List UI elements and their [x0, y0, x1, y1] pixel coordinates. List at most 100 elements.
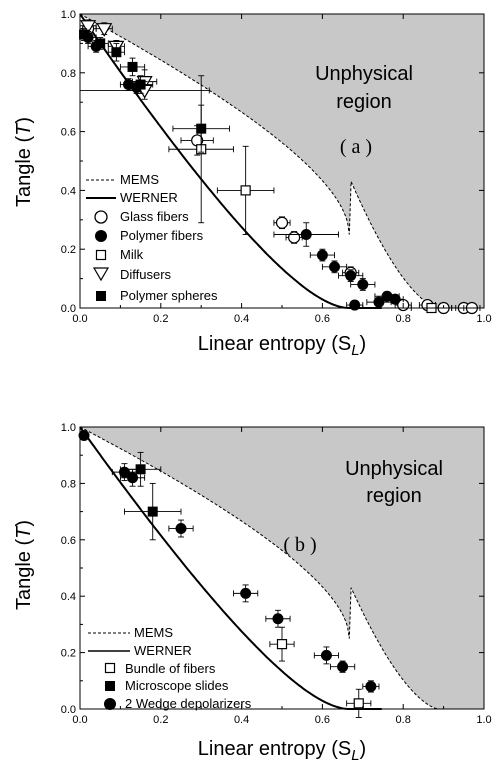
legend-glass-fibers-label: Glass fibers	[120, 209, 189, 224]
point-2-wedge-depolarizers	[233, 584, 259, 603]
y-tick-label: 0.4	[61, 591, 76, 603]
legend-werner-label-a: WERNER	[120, 190, 178, 205]
marker	[389, 293, 401, 305]
y-tick-label: 0.2	[61, 244, 76, 256]
y-axis-label-a: Tangle (T)	[13, 117, 35, 207]
marker	[80, 20, 97, 34]
marker	[329, 261, 341, 273]
marker	[79, 29, 90, 40]
marker	[135, 464, 146, 475]
legend-polymer-spheres-label: Polymer spheres	[120, 288, 218, 303]
legend-diffusers-label: Diffusers	[120, 267, 172, 282]
marker	[353, 698, 364, 709]
marker	[240, 185, 251, 196]
marker	[135, 79, 146, 90]
x-tick-label: 1.0	[476, 313, 491, 325]
data-points-b	[78, 429, 380, 718]
marker	[365, 680, 377, 692]
y-tick-label: 0.6	[61, 535, 76, 547]
x-tick-label: 0.0	[72, 313, 87, 325]
point-2-wedge-depolarizers	[119, 468, 146, 487]
point-2-wedge-depolarizers	[330, 660, 356, 673]
legend-microscope-slides-label: Microscope slides	[125, 678, 229, 693]
panel-b: 0.0 0.2 0.4 0.6 0.8 1.0 0.0 0.2 0.4 0.6 0.8 1.0 Unp…	[13, 422, 492, 764]
marker	[196, 123, 207, 134]
x-tick-label: 1.0	[476, 714, 491, 726]
y-tick-label: 0.4	[61, 185, 76, 197]
legend-bundle-of-fibers-marker	[104, 662, 116, 674]
marker	[345, 270, 357, 282]
y-tick-label: 0.8	[61, 478, 76, 490]
y-axis-label-b: Tangle (T)	[13, 520, 35, 610]
x-tick-label: 0.8	[396, 714, 411, 726]
point-milk	[216, 145, 275, 235]
marker	[349, 299, 361, 311]
axis-ticks-b: 0.0 0.2 0.4 0.6 0.8 1.0 0.0 0.2 0.4 0.6 0.8 1.0	[61, 422, 492, 726]
panel-label-b: ( b )	[283, 534, 316, 556]
x-tick-label: 0.8	[396, 313, 411, 325]
region-label-line1-a: Unphysical	[315, 63, 413, 85]
legend-microscope-slides-marker	[105, 681, 115, 691]
marker	[276, 639, 288, 650]
x-axis-label-b: Linear entropy (SL)	[198, 738, 366, 764]
point-microscope-slides	[123, 482, 182, 541]
point-2-wedge-depolarizers	[265, 609, 291, 628]
marker	[127, 61, 138, 72]
legend-mems-label-b: MEMS	[134, 625, 173, 640]
y-tick-label: 1.0	[61, 9, 76, 21]
region-label-line1-b: Unphysical	[345, 458, 443, 480]
point-polymer-fibers	[350, 278, 376, 291]
legend-bundle-of-fibers-label: Bundle of fibers	[125, 661, 216, 676]
marker	[272, 613, 284, 625]
y-tick-label: 0.0	[61, 704, 76, 716]
legend-werner-label-b: WERNER	[134, 643, 192, 658]
y-tick-label: 0.0	[61, 303, 76, 315]
point-2-wedge-depolarizers	[78, 429, 90, 441]
point-polymer-fibers	[273, 222, 340, 247]
x-tick-label: 0.0	[72, 714, 87, 726]
legend-milk-label: Milk	[120, 247, 144, 262]
x-tick-label: 0.6	[315, 313, 330, 325]
x-tick-label: 0.4	[234, 313, 249, 325]
marker	[240, 587, 252, 599]
point-glass-fibers	[285, 231, 303, 244]
legend-diffusers-marker	[92, 267, 110, 282]
axis-ticks-a: 0.0 0.2 0.4 0.6 0.8 1.0 0.0 0.2 0.4 0.6 0.8 1.0	[61, 9, 492, 325]
marker	[95, 38, 106, 49]
legend-mems-label-a: MEMS	[120, 172, 159, 187]
werner-curve-b	[79, 426, 382, 710]
marker	[275, 216, 289, 229]
legend-wedge-depolarizers-marker	[104, 698, 116, 710]
marker	[127, 472, 139, 484]
point-polymer-spheres	[128, 75, 154, 94]
y-tick-label: 0.2	[61, 648, 76, 660]
x-tick-label: 0.2	[153, 714, 168, 726]
mems-curve-a	[79, 13, 440, 309]
marker	[118, 466, 130, 478]
y-tick-label: 1.0	[61, 422, 76, 434]
legend-glass-fibers-marker	[94, 210, 108, 224]
panel-label-a: ( a )	[340, 136, 372, 158]
point-2-wedge-depolarizers	[313, 646, 340, 665]
unphysical-region-b	[80, 427, 484, 709]
panel-a: 0.0 0.2 0.4 0.6 0.8 1.0 0.0 0.2 0.4 0.6 0.8 1.0 Unp…	[13, 9, 492, 359]
legend-wedge-depolarizers-label: 2 Wedge depolarizers	[125, 696, 252, 711]
point-2-wedge-depolarizers	[362, 680, 380, 693]
marker	[300, 229, 312, 240]
region-label-line2-b: region	[366, 485, 422, 507]
point-bundle-of-fibers	[346, 688, 372, 718]
point-polymer-spheres	[107, 42, 125, 62]
legend-milk-marker	[95, 249, 107, 261]
y-tick-label: 0.6	[61, 127, 76, 139]
x-tick-label: 0.6	[315, 714, 330, 726]
legend-polymer-fibers-marker	[95, 230, 107, 242]
marker	[175, 523, 187, 535]
point-polymer-spheres	[119, 57, 146, 77]
x-tick-label: 0.4	[234, 714, 249, 726]
point-polymer-spheres	[91, 37, 109, 50]
marker	[78, 429, 90, 441]
point-polymer-spheres	[172, 104, 230, 153]
legend-polymer-spheres-marker	[96, 291, 106, 301]
point-polymer-fibers	[321, 260, 348, 274]
